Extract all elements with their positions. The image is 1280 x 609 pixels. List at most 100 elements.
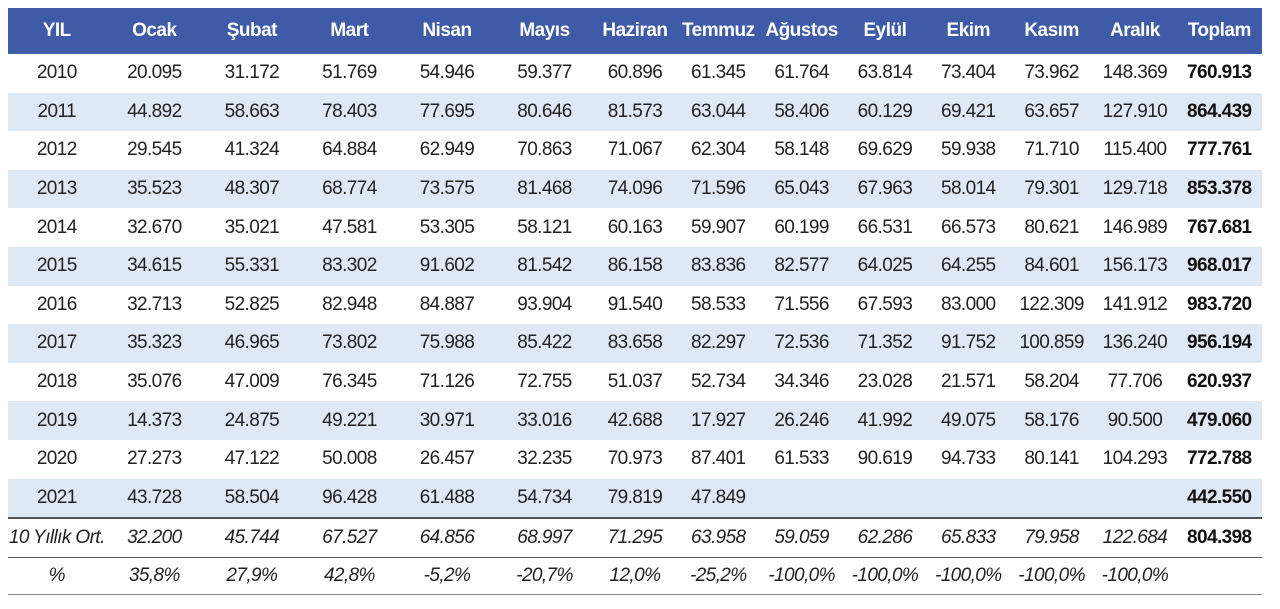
year-cell: 2017 [8,324,106,363]
column-header: Eylül [843,8,927,54]
month-value-cell: 27.273 [127,448,182,470]
percent-value-cell: 35,8% [105,557,204,596]
percent-value-cell: -100,0% [1093,557,1177,596]
percent-value-cell: -100,0% [843,557,927,596]
month-value-cell: 82.297 [676,324,760,363]
month-value-cell: 65.043 [759,169,844,209]
month-value-cell: 61.488 [398,478,496,519]
month-value-cell: 73.802 [300,324,399,363]
month-value-cell: 64.255 [926,246,1010,286]
year-cell: 2021 [8,478,106,519]
column-header: Mart [300,8,399,54]
average-value-cell: 79.958 [1009,517,1094,559]
month-value-cell: 86.158 [593,246,677,286]
month-value-cell: 141.912 [1102,293,1168,315]
month-value-cell: 80.646 [495,92,594,132]
month-value-cell: 60.163 [607,216,663,238]
month-value-cell: 44.892 [105,92,204,132]
total-cell: 853.378 [1176,169,1262,209]
month-value-cell: 71.352 [843,324,927,363]
month-value-cell: 129.718 [1093,169,1177,209]
month-value-cell [1093,478,1177,519]
month-value-cell: 34.346 [774,371,829,393]
percent-value-cell: -100,0% [759,557,844,596]
month-value-cell: 79.301 [1009,169,1094,209]
month-value-cell: 63.657 [1009,92,1094,132]
average-value-cell: 59.059 [759,517,844,559]
month-value-cell: 60.896 [607,62,663,84]
month-value-cell: 61.345 [691,62,746,84]
month-value-cell: 76.345 [322,371,377,393]
month-value-cell: 24.875 [203,401,301,440]
total-cell: 983.720 [1187,293,1252,315]
month-value-cell [843,478,927,519]
month-value-cell: 47.581 [322,216,377,238]
table-row: 2013 35.523 48.307 68.774 73.575 81.468 74.096… [8,169,1262,209]
month-value-cell: 43.728 [105,478,204,519]
table-row: 2018 35.076 47.009 76.345 71.126 72.755 51.037… [8,363,1262,402]
month-value-cell: 136.240 [1093,324,1177,363]
month-value-cell: 91.602 [398,246,496,286]
month-value-cell: 59.938 [941,139,996,161]
total-cell: 956.194 [1176,324,1262,363]
month-value-cell: 23.028 [857,371,913,393]
month-value-cell: 80.621 [1024,216,1079,238]
month-value-cell: 49.075 [926,401,1010,440]
month-value-cell: 59.907 [691,216,746,238]
total-cell: 442.550 [1176,478,1262,519]
month-value-cell: 63.044 [676,92,760,132]
year-cell: 2016 [36,293,77,315]
month-value-cell: 85.422 [495,324,594,363]
total-cell: 804.398 [1176,517,1262,559]
month-value-cell: 61.533 [774,448,829,470]
month-value-cell: 67.593 [857,293,913,315]
column-header: Aralık [1093,8,1177,54]
percent-change-row: % 35,8% 27,9% 42,8% -5,2% -20,7% 12,0% -25,2% -1… [8,557,1262,596]
month-value-cell: 69.629 [857,139,913,161]
month-value-cell: 62.949 [419,139,475,161]
month-value-cell: 60.199 [774,216,829,238]
month-value-cell: 73.404 [941,62,996,84]
table-body: 2010 20.095 31.172 51.769 54.946 59.377 60.896… [8,54,1262,596]
month-value-cell: 146.989 [1102,216,1168,238]
month-value-cell: 46.965 [203,324,301,363]
month-value-cell: 21.571 [941,371,996,393]
month-value-cell: 47.009 [224,371,280,393]
month-value-cell: 115.400 [1103,139,1167,161]
month-value-cell: 80.141 [1024,448,1079,470]
column-header: Ağustos [759,8,844,54]
month-value-cell: 35.021 [224,216,280,238]
month-value-cell: 71.126 [419,371,475,393]
average-value-cell: 65.833 [926,517,1010,559]
month-value-cell: 14.373 [105,401,204,440]
month-value-cell: 93.904 [517,293,572,315]
year-cell: 2014 [36,216,77,238]
month-value-cell: 35.323 [105,324,204,363]
month-value-cell: 84.601 [1009,246,1094,286]
month-value-cell: 31.172 [224,62,280,84]
month-value-cell: 32.235 [517,448,572,470]
year-cell: 2010 [36,62,77,84]
table-header-row: YIL Ocak Şubat Mart Nisan Mayıs Haziran Temmuz A… [8,8,1262,54]
percent-value-cell: 12,0% [593,557,677,596]
month-value-cell: 52.825 [224,293,280,315]
month-value-cell: 77.695 [398,92,496,132]
table-row: 2017 35.323 46.965 73.802 75.988 85.422 83.658… [8,324,1262,363]
month-value-cell: 52.734 [691,371,746,393]
month-value-cell: 90.500 [1093,401,1177,440]
column-header: Nisan [398,8,496,54]
month-value-cell: 32.670 [127,216,182,238]
column-header: YIL [8,8,106,54]
month-value-cell: 78.403 [300,92,399,132]
month-value-cell: 82.948 [322,293,377,315]
month-value-cell: 30.971 [398,401,496,440]
month-value-cell: 63.814 [857,62,913,84]
month-value-cell: 58.176 [1009,401,1094,440]
month-value-cell: 91.752 [926,324,1010,363]
month-value-cell: 54.734 [495,478,594,519]
average-value-cell: 122.684 [1093,517,1177,559]
month-value-cell: 84.887 [419,293,475,315]
average-value-cell: 67.527 [300,517,399,559]
month-value-cell: 104.293 [1102,448,1168,470]
month-value-cell: 73.962 [1024,62,1079,84]
